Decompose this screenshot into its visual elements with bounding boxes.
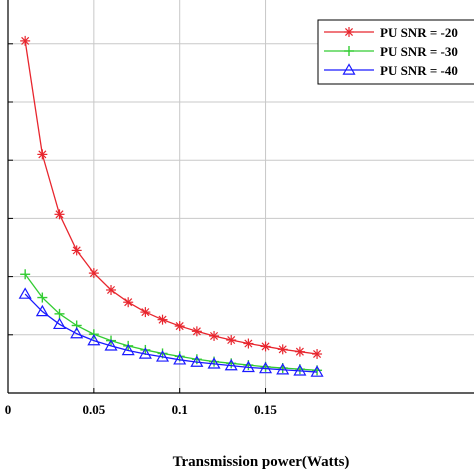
data-point-0-11 bbox=[209, 330, 220, 341]
grid bbox=[8, 0, 474, 393]
data-point-0-4 bbox=[88, 268, 99, 279]
data-point-2-6 bbox=[121, 343, 135, 356]
data-point-2-0 bbox=[18, 287, 32, 299]
x-tick-label-0: 0 bbox=[5, 402, 12, 417]
series-2 bbox=[18, 287, 324, 377]
legend-item-0: PU SNR = -20 bbox=[324, 25, 458, 40]
data-point-2-13 bbox=[241, 360, 255, 373]
data-point-0-1 bbox=[37, 149, 48, 160]
data-point-2-12 bbox=[224, 358, 238, 371]
data-point-2-10 bbox=[190, 355, 204, 367]
data-point-0-10 bbox=[191, 326, 202, 337]
x-tick-label-3: 0.15 bbox=[254, 402, 277, 417]
data-point-0-16 bbox=[294, 346, 305, 357]
data-point-0-5 bbox=[106, 284, 117, 295]
legend-marker-2 bbox=[342, 63, 356, 75]
x-axis-label: Transmission power(Watts) bbox=[173, 454, 350, 470]
data-point-2-5 bbox=[104, 339, 118, 351]
data-point-1-0 bbox=[20, 269, 31, 280]
data-point-0-9 bbox=[174, 321, 185, 332]
data-point-0-13 bbox=[243, 338, 254, 349]
data-point-1-7 bbox=[140, 344, 151, 355]
legend-item-2: PU SNR = -40 bbox=[324, 63, 458, 78]
data-point-2-8 bbox=[155, 350, 170, 362]
data-point-2-1 bbox=[35, 304, 49, 317]
legend-label-1: PU SNR = -30 bbox=[380, 44, 458, 59]
data-point-2-15 bbox=[276, 363, 290, 375]
series-0 bbox=[20, 35, 323, 360]
data-point-0-7 bbox=[140, 307, 151, 318]
data-point-1-2 bbox=[54, 308, 65, 319]
data-point-2-7 bbox=[138, 347, 152, 359]
legend: PU SNR = -20 PU SNR = -30 PU SNR = -40 bbox=[317, 19, 474, 85]
data-point-0-0 bbox=[20, 35, 31, 46]
x-tick-label-2: 0.1 bbox=[172, 402, 188, 417]
data-point-2-17 bbox=[310, 365, 324, 377]
data-point-0-14 bbox=[260, 341, 271, 352]
legend-marker-1 bbox=[344, 46, 354, 56]
data-point-2-11 bbox=[207, 357, 221, 369]
data-point-0-15 bbox=[277, 344, 288, 355]
series-layer bbox=[18, 35, 324, 377]
data-point-0-17 bbox=[312, 349, 323, 360]
legend-item-1: PU SNR = -30 bbox=[324, 44, 458, 59]
x-tick-label-1: 0.05 bbox=[82, 402, 105, 417]
data-point-2-16 bbox=[293, 364, 307, 376]
data-point-1-1 bbox=[37, 292, 48, 303]
data-point-0-6 bbox=[123, 297, 134, 308]
data-point-2-3 bbox=[70, 326, 84, 339]
data-point-2-14 bbox=[259, 361, 273, 374]
data-point-0-3 bbox=[71, 245, 82, 256]
data-point-0-2 bbox=[54, 209, 65, 220]
data-point-2-9 bbox=[173, 353, 187, 365]
legend-label-2: PU SNR = -40 bbox=[380, 63, 458, 78]
x-ticks: 0 0.05 0.1 0.15 bbox=[5, 388, 277, 417]
data-point-2-2 bbox=[52, 317, 67, 330]
legend-label-0: PU SNR = -20 bbox=[380, 25, 458, 40]
legend-marker-0 bbox=[344, 27, 354, 37]
data-point-0-8 bbox=[157, 314, 168, 325]
data-point-0-12 bbox=[226, 335, 237, 346]
data-point-2-4 bbox=[87, 333, 101, 346]
